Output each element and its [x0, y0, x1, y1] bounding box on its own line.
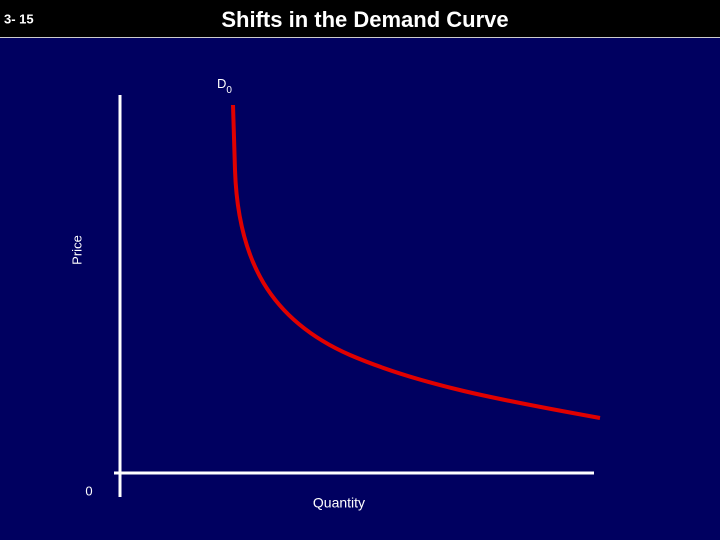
curve-label-main: D — [217, 76, 226, 91]
x-axis-label: Quantity — [313, 495, 365, 511]
origin-label: 0 — [85, 483, 92, 498]
curve-label: D0 — [217, 76, 232, 95]
curve-label-subscript: 0 — [226, 85, 232, 96]
slide-number: 3- 15 — [4, 11, 34, 26]
y-axis-label: Price — [69, 235, 84, 265]
demand-curve — [231, 104, 601, 420]
title-bar — [0, 0, 720, 37]
slide-title: Shifts in the Demand Curve — [221, 7, 508, 32]
